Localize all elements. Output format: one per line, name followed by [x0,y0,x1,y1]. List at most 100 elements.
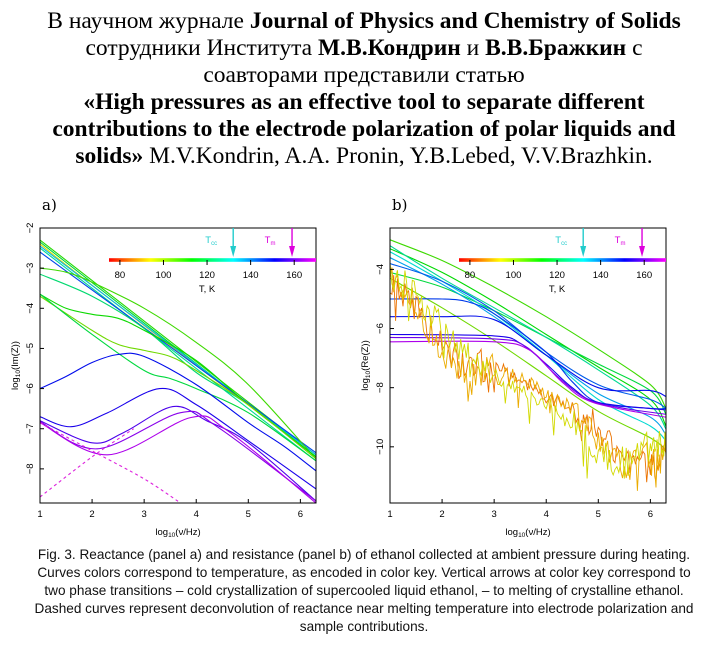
x-axis-label: log10(ν/Hz) [505,527,550,539]
panel-label: b) [392,196,407,214]
header-line-3: соавторами представили статью [203,62,525,88]
x-tick-label: 4 [194,509,199,520]
article-title-line-2: contributions to the electrode polarizat… [0,116,728,143]
chart-panel-b: b) 1 2 3 4 5 6 −4 −6 −8 −10 log10(ν/Hz) log10(Re(Z))… [360,196,667,539]
x-tick-label: 1 [387,509,392,520]
author-name: М.В.Кондрин [317,35,461,61]
author-name: В.В.Бражкин [485,35,627,61]
dashed-deconvolution-curve [40,422,181,503]
x-tick-label: 4 [544,509,549,520]
color-key-tick-label: 140 [243,270,259,281]
announcement-header: В научном журнале Journal of Physics and… [0,8,728,170]
color-key-label: T, K [549,284,566,295]
data-series-curve [40,387,316,490]
color-key-tick-label: 120 [199,270,215,281]
data-series-curve [390,277,666,451]
header-text: сотрудники Института [85,35,318,61]
color-key-bar [109,258,316,262]
color-key-tick-label: 80 [465,270,476,281]
y-tick-label: −4 [25,303,36,314]
plot-frame [39,227,317,504]
phase-transition-label: Tcc [205,235,217,247]
arrow-head-icon [289,246,296,257]
panel-label: a) [42,196,57,214]
chart-panel-a: a) 1 2 3 4 5 6 −2 −3 −4 −5 −6 −7 −8 log10(ν/Hz) log10(I… [10,196,317,539]
data-series-curve [390,340,666,418]
data-series-curve [390,298,666,410]
y-tick-label: −8 [375,382,386,393]
x-tick-label: 5 [246,509,251,520]
y-tick-label: −8 [25,463,36,474]
y-tick-label: −6 [375,323,386,334]
header-line-2: сотрудники Института М.В.Кондрин и В.В.Б… [0,35,728,62]
data-series-curve [40,293,316,458]
color-key-tick-label: 120 [549,270,565,281]
article-title: solids» [75,143,144,169]
y-tick-label: −10 [375,439,386,455]
header-text: с [626,35,643,61]
data-series-curve [390,239,666,409]
y-tick-label: −4 [375,264,386,275]
data-series-curve [40,410,316,502]
y-tick-label: −3 [25,263,36,274]
data-series-curve [40,352,316,472]
y-tick-label: −7 [25,423,36,434]
data-series-curve [40,295,316,460]
header-text: В научном журнале [47,8,250,34]
arrow-head-icon [230,246,237,257]
data-series-curve [40,293,316,462]
authors-list: M.V.Kondrin, A.A. Pronin, Y.B.Lebed, V.V… [143,143,653,169]
article-title: contributions to the electrode polarizat… [52,116,676,142]
arrow-head-icon [580,246,587,257]
data-series-curve [40,251,316,454]
data-series-curve [390,262,666,479]
data-series-curve [40,405,316,502]
color-key-tick-label: 160 [286,270,302,281]
y-tick-label: −2 [25,223,36,234]
header-text: и [460,35,486,61]
phase-transition-label: Tm [265,235,276,247]
journal-name: Journal of Physics and Chemistry of Soli… [249,8,681,34]
data-series-curve [390,315,666,398]
header-line-1: В научном журнале Journal of Physics and… [0,8,728,35]
data-series-group [40,228,316,503]
plot-frame [389,227,667,504]
x-tick-label: 6 [298,509,303,520]
y-axis-label: log10(Re(Z)) [360,340,372,391]
y-tick-label: −5 [25,343,36,354]
data-series-curve [390,245,666,430]
y-tick-label: −6 [25,383,36,394]
data-series-group [390,239,666,491]
data-series-curve [390,275,666,483]
arrow-head-icon [639,246,646,257]
color-key-tick-label: 100 [156,270,172,281]
x-tick-label: 5 [596,509,601,520]
data-series-curve [40,247,316,462]
data-series-curve [40,415,316,503]
x-tick-label: 2 [89,509,94,520]
phase-transition-label: Tm [615,235,626,247]
article-title-line-3: solids» M.V.Kondrin, A.A. Pronin, Y.B.Le… [0,143,728,170]
dashed-deconvolution-curve [40,428,135,498]
x-axis-label: log10(ν/Hz) [155,527,200,539]
color-key-label: T, K [199,284,216,295]
data-series-curve [390,267,666,491]
color-key-tick-label: 80 [115,270,126,281]
x-tick-label: 3 [492,509,497,520]
color-key-bar [459,258,666,262]
data-series-curve [40,245,316,456]
figure-caption: Fig. 3. Reactance (panel a) and resistan… [34,547,694,634]
x-tick-label: 2 [439,509,444,520]
phase-transition-label: Tcc [555,235,567,247]
article-title-line-1: «High pressures as an effective tool to … [0,89,728,116]
x-tick-label: 1 [37,509,42,520]
x-tick-label: 6 [648,509,653,520]
data-series-curve [390,333,666,411]
color-key-tick-label: 140 [593,270,609,281]
y-axis-label: log10(Im(Z)) [10,341,22,390]
x-tick-label: 3 [142,509,147,520]
data-series-curve [40,267,316,460]
article-title: «High pressures as an effective tool to … [83,89,645,115]
color-key-tick-label: 160 [636,270,652,281]
data-series-curve [390,251,666,442]
